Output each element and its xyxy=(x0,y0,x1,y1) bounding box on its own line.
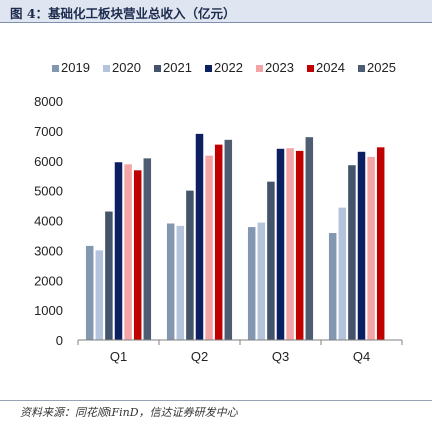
bar-Q2-2025 xyxy=(224,139,233,340)
y-tick-label: 0 xyxy=(56,333,63,348)
y-tick-label: 4000 xyxy=(34,214,63,229)
bar-Q2-2023 xyxy=(205,155,213,340)
bar-Q2-2021 xyxy=(186,190,194,341)
bar-Q3-2024 xyxy=(295,150,304,340)
legend-swatch-2024 xyxy=(307,65,314,72)
title-bar xyxy=(0,0,432,22)
bar-Q1-2019 xyxy=(85,245,94,340)
source-note: 资料来源：同花顺iFinD，信达证券研发中心 xyxy=(20,406,238,419)
legend-label-2021: 2021 xyxy=(163,60,192,75)
bar-Q4-2023 xyxy=(367,156,375,340)
y-axis: 0 1000 2000 3000 4000 5000 6000 7000 8000 xyxy=(34,94,63,348)
x-tick-label-Q2: Q2 xyxy=(191,349,208,364)
bar-Q1-2024 xyxy=(133,170,142,340)
bar-Q2-2019 xyxy=(166,223,175,340)
bar-Q2-2020 xyxy=(176,225,185,340)
y-tick-label: 2000 xyxy=(34,273,63,288)
legend-label-2024: 2024 xyxy=(316,60,345,75)
legend-label-2022: 2022 xyxy=(214,60,243,75)
x-tick-label-Q4: Q4 xyxy=(353,349,370,364)
bar-Q4-2019 xyxy=(328,233,337,340)
bar-Q2-2024 xyxy=(214,144,223,340)
bar-Q1-2020 xyxy=(95,250,104,341)
legend-label-2023: 2023 xyxy=(265,60,294,75)
x-tick-label-Q1: Q1 xyxy=(110,349,127,364)
y-tick-label: 7000 xyxy=(34,124,63,139)
bar-chart: 2019 2020 2021 2022 2023 2024 2025 0 1000 2000 30… xyxy=(34,60,403,364)
bar-Q4-2024 xyxy=(376,147,385,340)
legend-swatch-2025 xyxy=(358,65,365,72)
bar-Q3-2019 xyxy=(247,227,256,340)
bar-Q1-2023 xyxy=(124,164,132,340)
bar-Q3-2023 xyxy=(286,148,294,340)
bar-Q3-2025 xyxy=(305,137,314,340)
y-tick-label: 6000 xyxy=(34,154,63,169)
y-tick-label: 1000 xyxy=(34,303,63,318)
y-tick-label: 5000 xyxy=(34,184,63,199)
chart-legend: 2019 2020 2021 2022 2023 2024 2025 xyxy=(52,60,396,75)
bars xyxy=(85,133,385,341)
legend-label-2020: 2020 xyxy=(112,60,141,75)
legend-swatch-2023 xyxy=(256,65,263,72)
bar-Q4-2020 xyxy=(338,207,347,340)
bar-Q3-2021 xyxy=(267,181,275,340)
bar-Q4-2022 xyxy=(357,151,366,340)
bar-Q4-2021 xyxy=(348,165,356,340)
legend-label-2019: 2019 xyxy=(61,60,90,75)
bar-Q3-2022 xyxy=(276,148,285,340)
legend-swatch-2022 xyxy=(205,65,212,72)
x-axis: Q1 Q2 Q3 Q4 xyxy=(77,339,403,364)
bar-Q2-2022 xyxy=(195,133,204,340)
figure-title: 图 4：基础化工板块营业总收入（亿元） xyxy=(10,6,236,21)
legend-swatch-2019 xyxy=(52,65,59,72)
bar-Q1-2025 xyxy=(143,158,152,340)
legend-label-2025: 2025 xyxy=(367,60,396,75)
title-divider xyxy=(0,22,432,23)
source-divider xyxy=(0,400,432,401)
legend-swatch-2021 xyxy=(154,65,161,72)
y-tick-label: 8000 xyxy=(34,94,63,109)
x-tick-label-Q3: Q3 xyxy=(272,349,289,364)
bar-Q3-2020 xyxy=(257,222,266,340)
legend-swatch-2020 xyxy=(103,65,110,72)
bar-Q1-2022 xyxy=(114,162,123,340)
y-tick-label: 3000 xyxy=(34,243,63,258)
bar-Q1-2021 xyxy=(105,211,113,340)
